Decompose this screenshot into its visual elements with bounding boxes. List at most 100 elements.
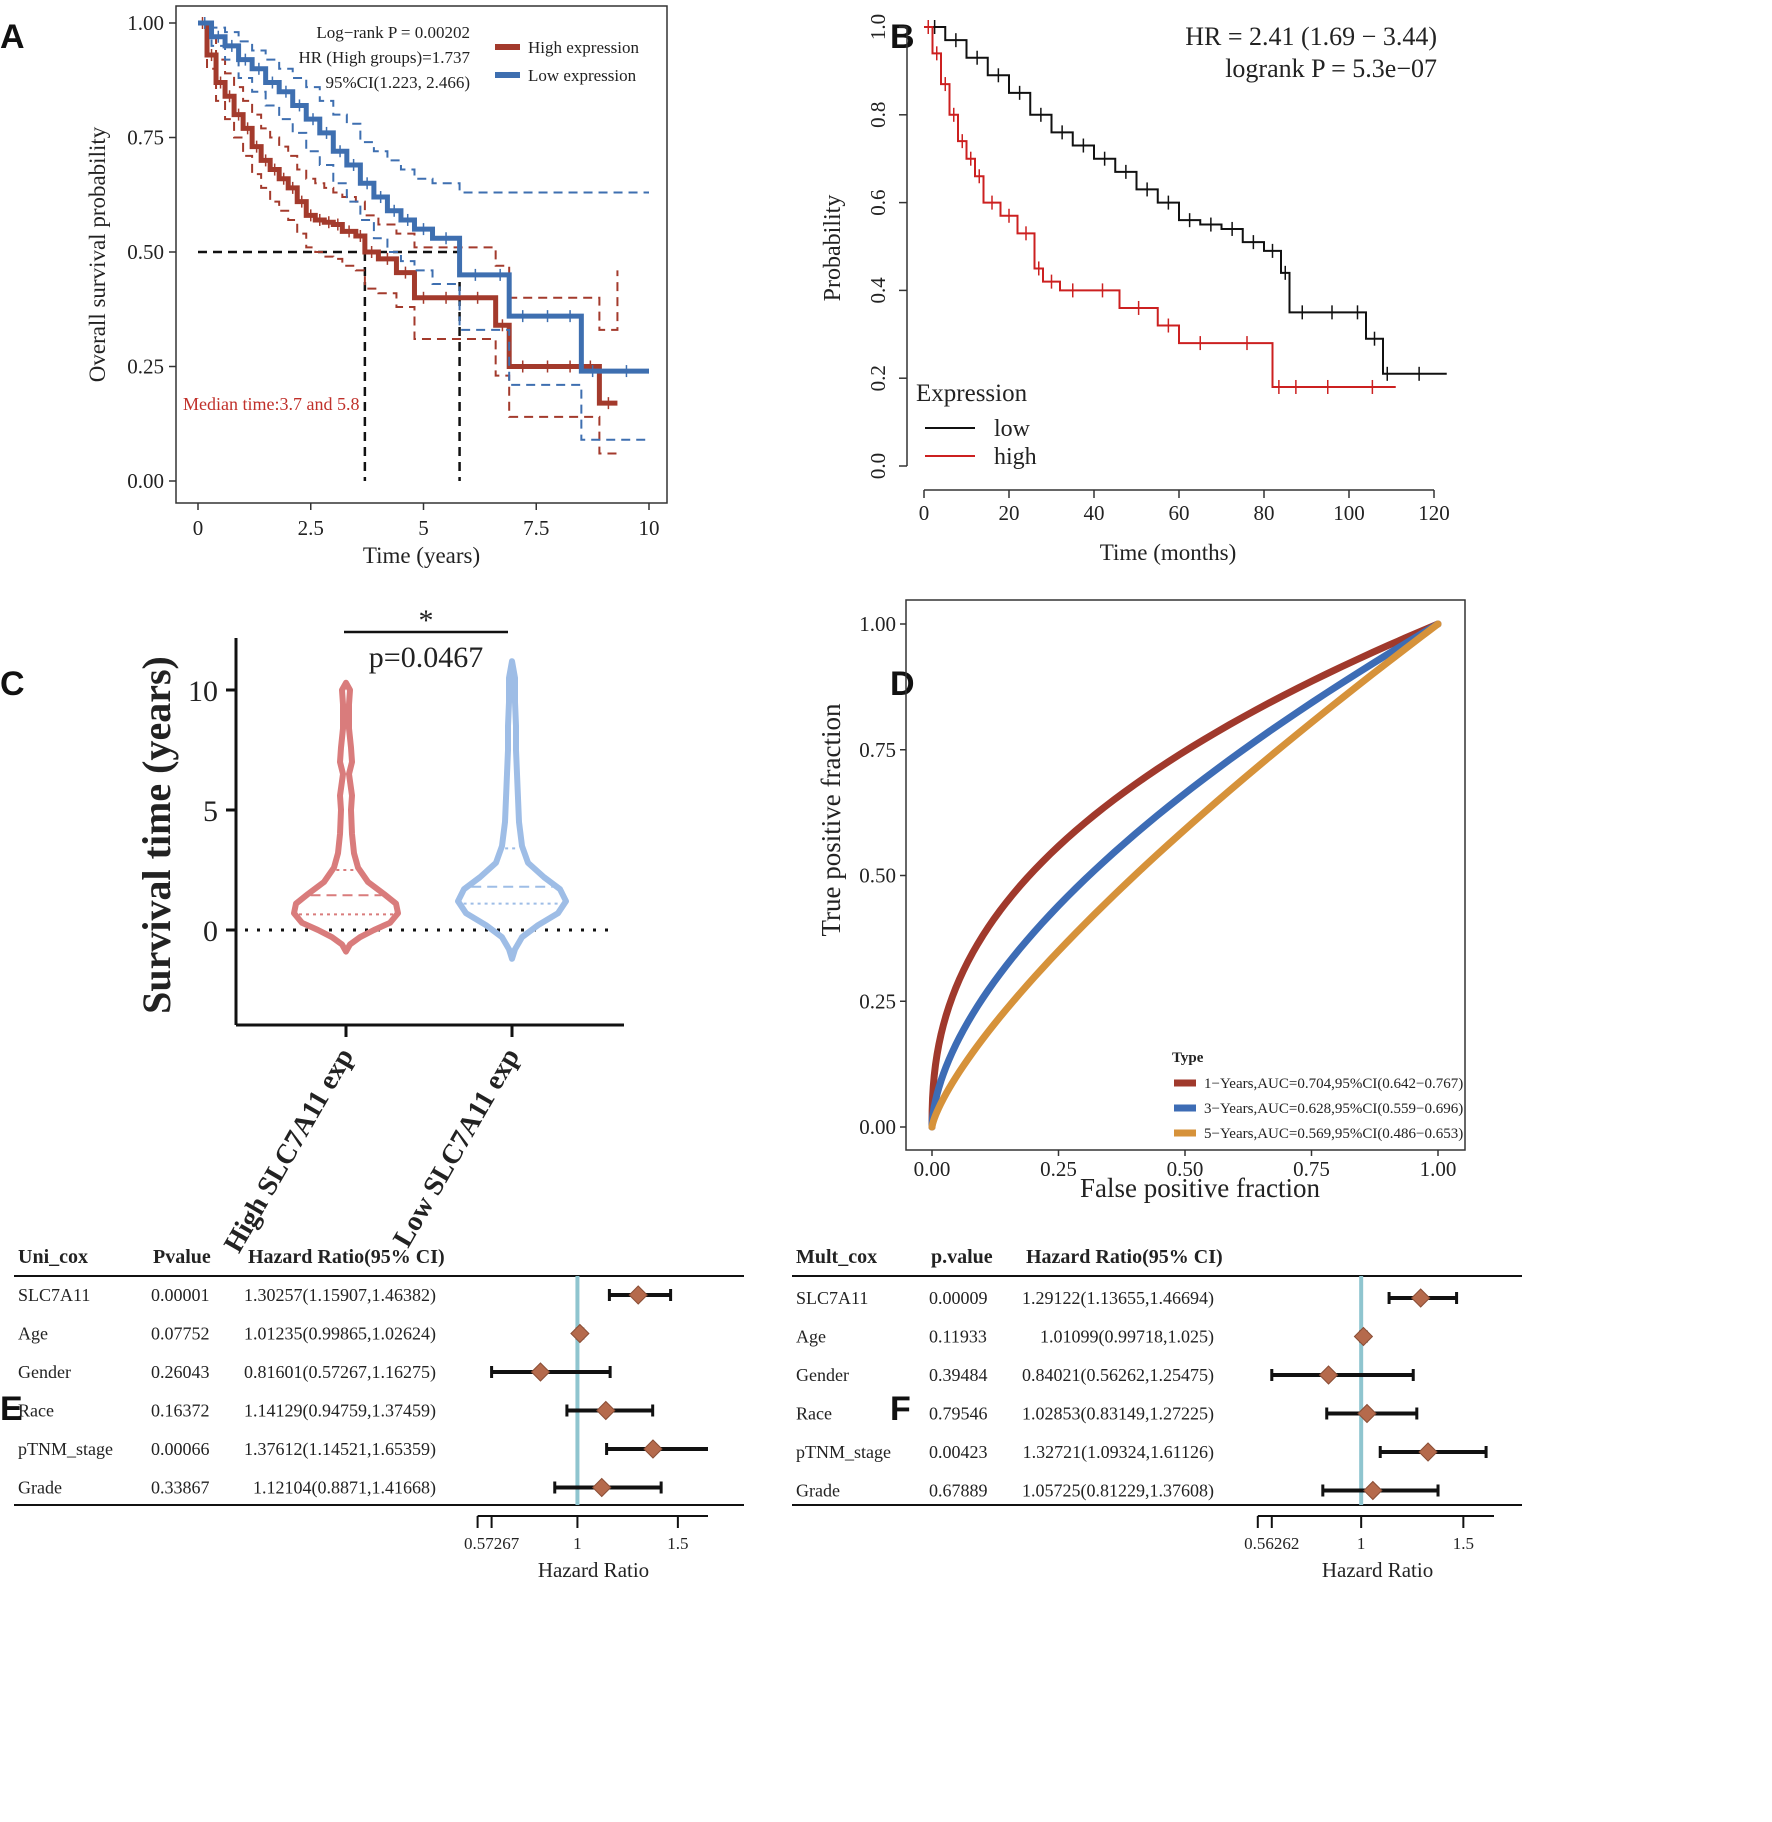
x-tick-label: High SLC7A11 exp [218, 1043, 360, 1258]
y-tick-label: 10 [188, 675, 218, 708]
y-tick-label: 0.25 [859, 989, 896, 1013]
legend-label: 5−Years,AUC=0.569,95%CI(0.486−0.653) [1204, 1126, 1463, 1142]
hazard-ratio-marker [1353, 1326, 1374, 1347]
panel-label-c: C [0, 665, 25, 703]
x-tick-label: 1.5 [1453, 1534, 1474, 1553]
row-pvalue: 0.11933 [929, 1327, 987, 1347]
row-name: pTNM_stage [796, 1442, 891, 1462]
ci-upper-line [198, 22, 619, 331]
x-tick-label: 7.5 [523, 516, 549, 540]
y-axis-label: Probability [820, 195, 846, 302]
y-tick-label: 0.50 [859, 864, 896, 888]
panel-label-a: A [0, 18, 25, 56]
row-name: SLC7A11 [18, 1285, 90, 1305]
row-hr-text: 1.01235(0.99865,1.02624) [244, 1324, 436, 1345]
panel-c-violin: 0 5 10 Survival time (years) High SLC7A11 ex… [134, 604, 624, 1258]
ci-upper-line [198, 22, 649, 194]
row-name: pTNM_stage [18, 1439, 113, 1459]
y-tick-label: 1.0 [866, 14, 890, 40]
row-pvalue: 0.00066 [151, 1439, 210, 1459]
row-pvalue: 0.39484 [929, 1365, 988, 1385]
x-tick-label: 1.5 [667, 1534, 688, 1553]
panel-label-e: E [0, 1390, 23, 1428]
plot-frame [175, 5, 668, 504]
hazard-ratio-marker [592, 1477, 612, 1498]
legend-label: Low expression [528, 66, 637, 85]
x-tick-label: 2.5 [298, 516, 324, 540]
y-tick-label: 0.6 [866, 189, 890, 215]
row-hr-text: 1.14129(0.94759,1.37459) [244, 1401, 436, 1422]
header-pvalue: p.value [931, 1246, 993, 1268]
row-hr-text: 1.37612(1.14521,1.65359) [244, 1439, 436, 1460]
x-axis-label: Hazard Ratio [1322, 1558, 1433, 1582]
y-tick-label: 0.0 [866, 453, 890, 479]
x-tick-label: 1 [573, 1534, 582, 1553]
survival-curve-high [924, 26, 1396, 388]
row-name: Age [796, 1327, 826, 1347]
legend-title: Expression [916, 380, 1028, 407]
x-tick-label: 40 [1084, 501, 1105, 525]
row-name: Race [18, 1401, 54, 1421]
roc-curve-2 [928, 620, 1442, 1131]
legend-label: low [994, 416, 1031, 442]
panel-label-f: F [890, 1390, 911, 1428]
hazard-ratio-marker [570, 1323, 590, 1344]
row-pvalue: 0.79546 [929, 1404, 988, 1424]
hazard-ratio-marker [628, 1285, 648, 1305]
row-pvalue: 0.16372 [151, 1401, 210, 1421]
y-tick-label: 1.00 [127, 11, 164, 35]
y-tick-label: 0.00 [859, 1115, 896, 1139]
median-note: Median time:3.7 and 5.8 [183, 394, 359, 414]
y-tick-label: 0.50 [127, 240, 164, 264]
row-pvalue: 0.00009 [929, 1288, 988, 1308]
x-tick-label: 0.00 [914, 1157, 951, 1181]
x-tick-label: 0.75 [1293, 1157, 1330, 1181]
survival-curve-high [198, 20, 618, 406]
row-name: Grade [796, 1481, 840, 1501]
hazard-ratio-marker [1357, 1403, 1377, 1424]
row-pvalue: 0.07752 [151, 1324, 210, 1344]
x-axis-label: Time (years) [363, 543, 480, 568]
row-hr-text: 0.84021(0.56262,1.25475) [1022, 1365, 1214, 1386]
row-hr-text: 1.30257(1.15907,1.46382) [244, 1285, 436, 1306]
x-tick-label: 0 [919, 501, 930, 525]
row-name: SLC7A11 [796, 1288, 868, 1308]
row-pvalue: 0.67889 [929, 1481, 988, 1501]
panel-b-kaplan-meier: 0 20 40 60 80 100 120 0.0 0.2 0.4 0.6 0.8 1.0 Time (m… [820, 14, 1450, 565]
p-value-label: p=0.0467 [369, 641, 483, 674]
header-name: Uni_cox [18, 1246, 88, 1268]
y-tick-label: 0.8 [866, 102, 890, 128]
survival-curve-low [924, 26, 1447, 375]
header-pvalue: Pvalue [153, 1246, 211, 1268]
row-name: Gender [18, 1362, 71, 1382]
hazard-ratio-marker [1418, 1442, 1438, 1462]
x-tick-label: 100 [1333, 501, 1365, 525]
significance-star: * [419, 604, 434, 637]
x-tick-label: 10 [639, 516, 660, 540]
x-tick-label: 120 [1418, 501, 1450, 525]
legend-label: High expression [528, 38, 639, 57]
hazard-ratio-marker [1318, 1365, 1339, 1385]
row-pvalue: 0.00423 [929, 1442, 988, 1462]
x-tick-label: 0.50 [1167, 1157, 1204, 1181]
row-hr-text: 1.05725(0.81229,1.37608) [1022, 1481, 1214, 1502]
panel-d-roc: 0.00 0.25 0.50 0.75 1.00 0.00 0.25 0.50 0.75 1.00… [816, 599, 1466, 1203]
row-hr-text: 1.29122(1.13655,1.46694) [1022, 1288, 1214, 1309]
x-axis-label: False positive fraction [1080, 1173, 1320, 1203]
stats-text: HR (High groups)=1.737 [298, 48, 470, 67]
legend-title: Type [1172, 1050, 1204, 1066]
row-pvalue: 0.00001 [151, 1285, 210, 1305]
row-hr-text: 1.02853(0.83149,1.27225) [1022, 1404, 1214, 1425]
header-hazard-ratio: Hazard Ratio(95% CI) [1026, 1246, 1223, 1268]
row-hr-text: 1.01099(0.99718,1.025) [1040, 1327, 1214, 1348]
y-axis-label: True positive fraction [816, 703, 846, 936]
row-name: Age [18, 1324, 48, 1344]
y-tick-label: 0.00 [127, 469, 164, 493]
y-tick-label: 5 [203, 795, 218, 828]
hazard-ratio-marker [643, 1439, 663, 1459]
x-axis-label: Hazard Ratio [538, 1558, 649, 1582]
ci-lower-line [198, 22, 649, 441]
violin-low [455, 658, 569, 962]
panel-f-forest: Mult_cox p.value Hazard Ratio(95% CI) SLC7A… [792, 1246, 1522, 1582]
